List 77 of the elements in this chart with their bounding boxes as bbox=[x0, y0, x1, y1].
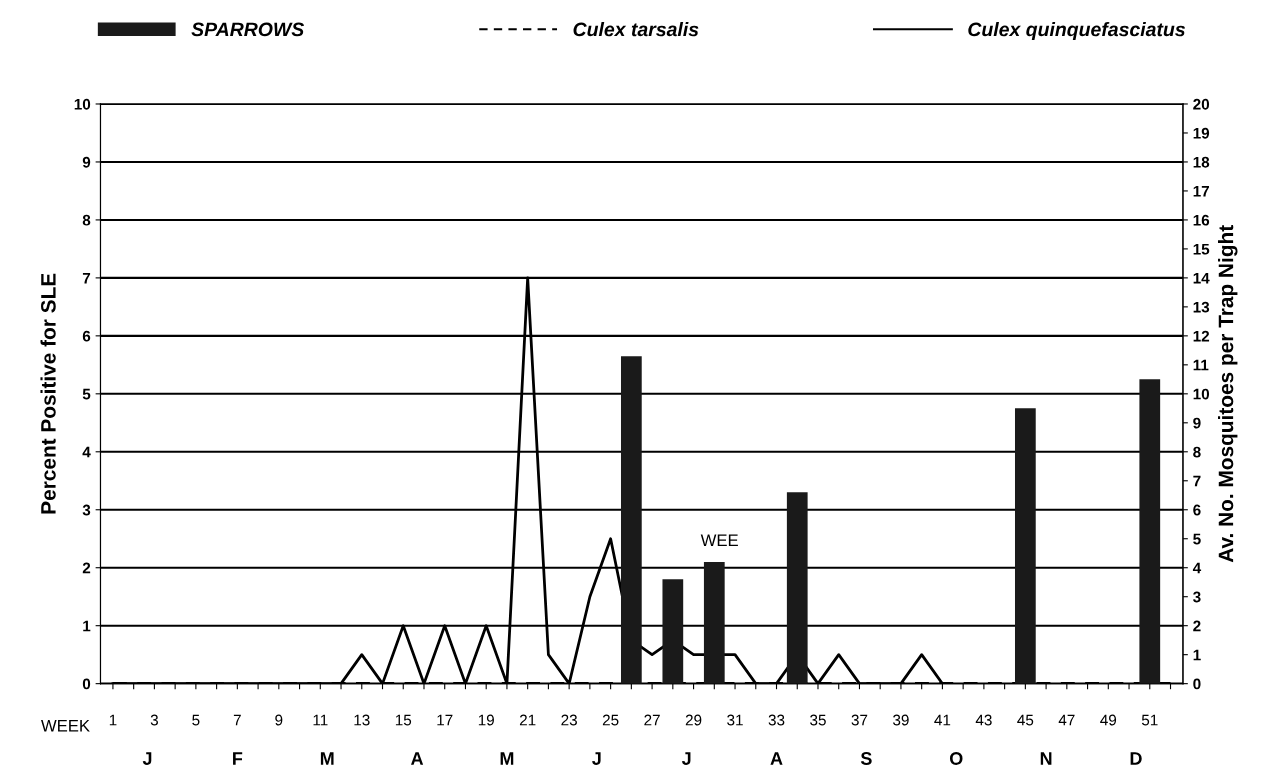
y-tick-label: 2 bbox=[82, 562, 91, 574]
y2-tick-label: 10 bbox=[1193, 388, 1210, 400]
x-tick-label: 25 bbox=[602, 714, 619, 726]
y2-tick-label: 8 bbox=[1193, 446, 1201, 458]
x-tick-label: 39 bbox=[893, 714, 909, 726]
y2-tick-label: 1 bbox=[1193, 649, 1201, 661]
y-tick-label: 0 bbox=[82, 678, 91, 690]
text: J bbox=[681, 752, 691, 765]
x-tick-label: 17 bbox=[437, 714, 453, 726]
y2-tick-label: 13 bbox=[1193, 301, 1210, 313]
legend-label: SPARROWS bbox=[191, 22, 305, 37]
y-tick-label: 3 bbox=[82, 504, 91, 516]
y-axis-title: Percent Positive for SLE bbox=[40, 273, 56, 514]
x-tick-label: 31 bbox=[727, 714, 743, 726]
y2-tick-label: 18 bbox=[1193, 156, 1210, 168]
y2-tick-label: 16 bbox=[1193, 214, 1210, 226]
x-tick-label: 37 bbox=[851, 714, 868, 726]
y-tick-label: 9 bbox=[82, 156, 91, 168]
y-tick-label: 10 bbox=[74, 98, 91, 110]
text: M bbox=[320, 752, 334, 765]
text: N bbox=[1040, 752, 1052, 765]
x-tick-label: 35 bbox=[810, 714, 826, 726]
text: F bbox=[233, 752, 243, 765]
y2-tick-label: 12 bbox=[1193, 330, 1210, 342]
y-tick-label: 5 bbox=[82, 388, 91, 400]
x-tick-label: 15 bbox=[395, 714, 412, 726]
x-tick-label: 51 bbox=[1141, 714, 1158, 726]
x-tick-label: 3 bbox=[150, 714, 158, 726]
y2-tick-label: 6 bbox=[1193, 504, 1201, 516]
y2-tick-label: 19 bbox=[1193, 127, 1210, 139]
y2-tick-label: 4 bbox=[1192, 562, 1202, 574]
text: O bbox=[949, 752, 963, 765]
x-tick-label: 11 bbox=[313, 714, 328, 726]
x-tick-label: 27 bbox=[644, 714, 660, 726]
y2-tick-label: 20 bbox=[1193, 98, 1210, 110]
y2-tick-label: 2 bbox=[1193, 620, 1201, 632]
x-tick-label: 43 bbox=[975, 714, 992, 726]
x-tick-label: 41 bbox=[934, 714, 951, 726]
text: J bbox=[592, 752, 601, 765]
x-tick-label: 45 bbox=[1017, 714, 1034, 726]
y-tick-label: 4 bbox=[82, 446, 91, 458]
y2-tick-label: 0 bbox=[1193, 678, 1201, 690]
x-tick-label: 49 bbox=[1100, 714, 1117, 726]
x-tick-label: 1 bbox=[109, 714, 117, 726]
x-tick-label: 29 bbox=[685, 714, 702, 726]
x-axis-title: WEEK bbox=[41, 719, 90, 732]
y2-axis-title: Av. No. Mosquitoes per Trap Night bbox=[1218, 225, 1238, 563]
y2-tick-label: 17 bbox=[1193, 185, 1209, 197]
legend-label: Culex quinquefasciatus bbox=[968, 21, 1185, 41]
x-tick-label: 19 bbox=[478, 714, 494, 726]
y2-tick-label: 9 bbox=[1193, 417, 1201, 429]
y-tick-label: 1 bbox=[83, 620, 91, 632]
y2-tick-label: 15 bbox=[1193, 243, 1210, 255]
y2-tick-label: 7 bbox=[1193, 475, 1201, 487]
text: S bbox=[860, 752, 872, 765]
x-tick-label: 7 bbox=[233, 714, 241, 726]
x-tick-label: 5 bbox=[192, 714, 200, 726]
x-tick-label: 13 bbox=[354, 714, 370, 726]
y-tick-label: 7 bbox=[82, 272, 91, 284]
x-tick-label: 9 bbox=[275, 714, 283, 726]
text: D bbox=[1130, 752, 1142, 765]
x-tick-label: 23 bbox=[561, 714, 577, 726]
text: M bbox=[500, 752, 514, 765]
x-tick-label: 33 bbox=[768, 714, 785, 726]
text: A bbox=[770, 752, 783, 765]
text: A bbox=[411, 752, 424, 765]
y2-tick-label: 5 bbox=[1193, 533, 1201, 545]
legend-label: Culex tarsalis bbox=[573, 21, 699, 37]
y2-tick-label: 11 bbox=[1193, 359, 1209, 371]
y-tick-label: 6 bbox=[82, 330, 91, 342]
y2-tick-label: 3 bbox=[1193, 591, 1201, 603]
text: J bbox=[142, 752, 152, 765]
annotation: WEE bbox=[700, 534, 738, 546]
y2-tick-label: 14 bbox=[1193, 272, 1210, 284]
x-tick-label: 21 bbox=[519, 714, 536, 726]
x-tick-label: 47 bbox=[1058, 714, 1075, 726]
y-tick-label: 8 bbox=[82, 214, 91, 226]
